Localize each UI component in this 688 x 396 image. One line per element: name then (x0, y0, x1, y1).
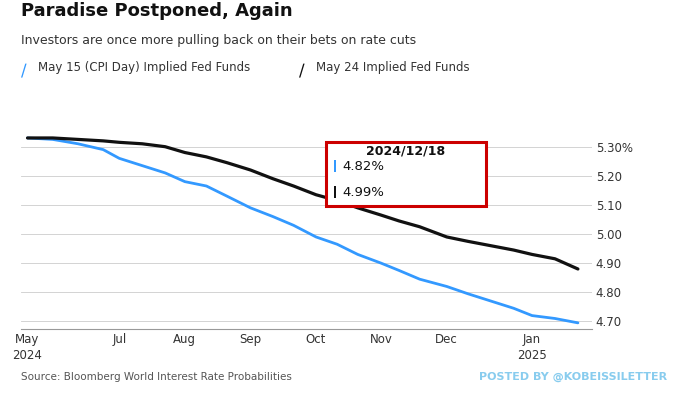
Text: POSTED BY @KOBEISSILETTER: POSTED BY @KOBEISSILETTER (480, 372, 667, 382)
Text: 4.99%: 4.99% (343, 186, 385, 199)
Text: ∕: ∕ (299, 61, 305, 79)
Text: May 15 (CPI Day) Implied Fed Funds: May 15 (CPI Day) Implied Fed Funds (38, 61, 250, 74)
Text: 4.82%: 4.82% (343, 160, 385, 173)
Text: Paradise Postponed, Again: Paradise Postponed, Again (21, 2, 292, 20)
Text: ∕: ∕ (21, 61, 26, 79)
FancyBboxPatch shape (325, 142, 486, 206)
Text: Source: Bloomberg World Interest Rate Probabilities: Source: Bloomberg World Interest Rate Pr… (21, 372, 292, 382)
Text: Investors are once more pulling back on their bets on rate cuts: Investors are once more pulling back on … (21, 34, 416, 47)
Bar (334, 160, 336, 172)
Text: 2024/12/18: 2024/12/18 (366, 145, 446, 158)
Bar (334, 186, 336, 198)
Text: May 24 Implied Fed Funds: May 24 Implied Fed Funds (316, 61, 470, 74)
